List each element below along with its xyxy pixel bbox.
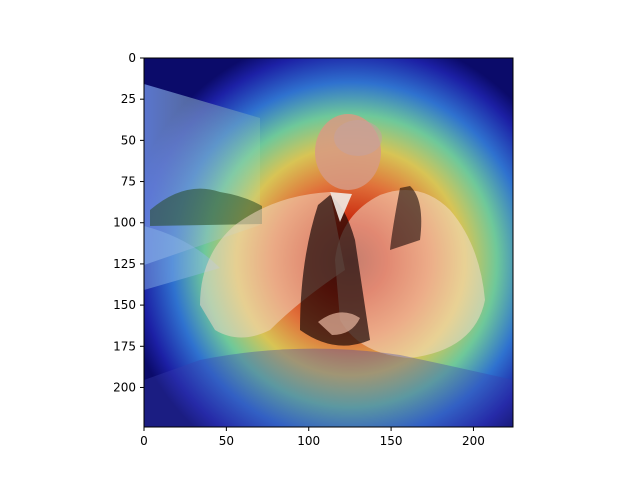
- right-sleeve: [335, 190, 485, 358]
- heatmap-image: [144, 58, 513, 427]
- x-axis: 0 50 100 150 200: [140, 427, 485, 448]
- x-tick-label: 150: [380, 434, 403, 448]
- y-tick-label: 125: [113, 257, 136, 271]
- x-tick-label: 100: [297, 434, 320, 448]
- y-tick-label: 0: [128, 51, 136, 65]
- y-tick-label: 75: [121, 175, 136, 189]
- y-tick-label: 50: [121, 133, 136, 147]
- axes-frame: [143, 57, 514, 428]
- y-tick-label: 150: [113, 298, 136, 312]
- y-tick-label: 25: [121, 92, 136, 106]
- y-tick-label: 200: [113, 380, 136, 394]
- black-robe: [300, 195, 370, 346]
- y-tick-label: 175: [113, 339, 136, 353]
- x-tick-label: 0: [140, 434, 148, 448]
- y-tick-label: 100: [113, 216, 136, 230]
- left-sleeve: [200, 192, 345, 338]
- x-tick-label: 50: [219, 434, 234, 448]
- y-axis: 0 25 50 75 100 125 150 175 200: [113, 51, 144, 394]
- x-tick-label: 200: [462, 434, 485, 448]
